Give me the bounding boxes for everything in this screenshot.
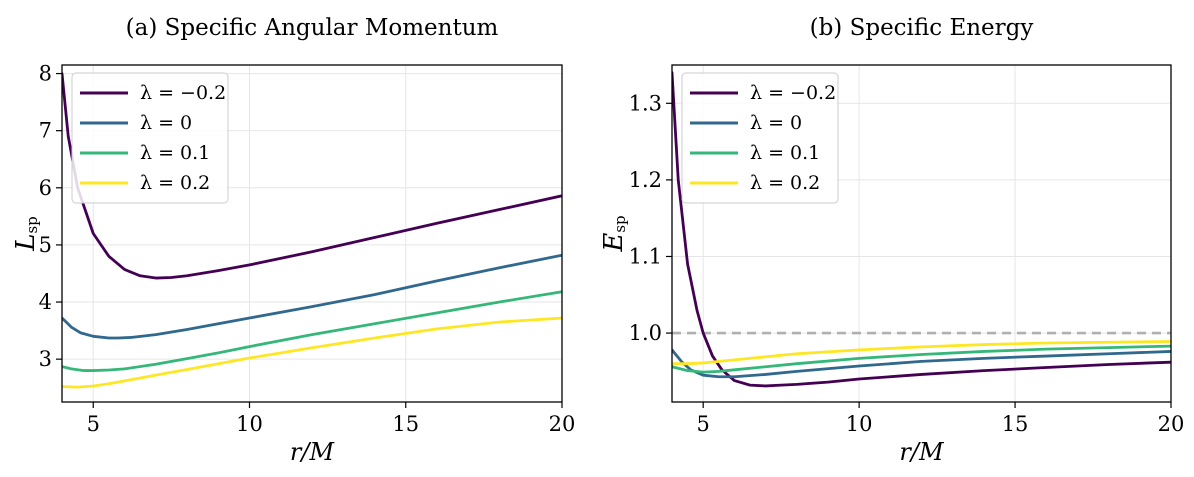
x-tick-label: 15 <box>1002 412 1029 436</box>
x-tick-label: 10 <box>236 412 263 436</box>
x-tick-label: 15 <box>392 412 419 436</box>
x-tick-label: 5 <box>697 412 710 436</box>
x-tick-label: 10 <box>846 412 873 436</box>
legend-box <box>681 72 839 204</box>
legend-label-0: λ = −0.2 <box>140 82 226 104</box>
chart-title: (a) Specific Angular Momentum <box>126 15 499 41</box>
x-tick-label: 20 <box>1158 412 1185 436</box>
plot-frame <box>61 64 563 403</box>
legend-box <box>71 72 229 204</box>
y-tick-label: 4 <box>39 290 52 314</box>
chart-title: (b) Specific Energy <box>810 15 1034 41</box>
chart-panel-0: (a) Specific Angular Momentum 5 10 15 20 3 4 5 6… <box>11 15 575 466</box>
series-line-3 <box>62 316 562 389</box>
chart-panel-1: (b) Specific Energy 5 10 15 20 1.0 1.1 1.2 1.3 r/… <box>599 15 1184 466</box>
series-line-3 <box>672 340 1171 366</box>
y-axis-label-subscript: sp <box>23 216 41 233</box>
legend-label-1: λ = 0 <box>750 112 802 134</box>
legend-label-3: λ = 0.2 <box>140 172 210 194</box>
y-axis-label: Lsp <box>11 216 41 252</box>
series-line-0 <box>672 71 1171 388</box>
x-axis-label: r/M <box>899 438 945 466</box>
x-tick-label: 5 <box>87 412 100 436</box>
series-line-1 <box>62 253 562 340</box>
y-tick-label: 1.3 <box>629 91 662 115</box>
y-axis-label-symbol: E <box>599 233 629 253</box>
legend-label-0: λ = −0.2 <box>750 82 836 104</box>
y-tick-label: 5 <box>39 233 52 257</box>
legend-label-3: λ = 0.2 <box>750 172 820 194</box>
legend-label-2: λ = 0.1 <box>750 142 820 164</box>
y-axis-label-subscript: sp <box>611 215 629 232</box>
plot-frame <box>671 64 1172 403</box>
legend-label-1: λ = 0 <box>140 112 192 134</box>
series-group <box>62 72 562 389</box>
y-axis-label: Esp <box>599 215 629 252</box>
series-line-2 <box>62 290 562 372</box>
series-line-0 <box>62 72 562 280</box>
y-tick-label: 3 <box>39 347 52 371</box>
series-line-2 <box>672 344 1171 374</box>
legend: λ = −0.2 λ = 0 λ = 0.1 λ = 0.2 <box>681 72 839 204</box>
y-tick-label: 1.1 <box>629 244 662 268</box>
legend: λ = −0.2 λ = 0 λ = 0.1 λ = 0.2 <box>71 72 229 204</box>
x-axis-label: r/M <box>290 438 336 466</box>
y-tick-label: 6 <box>39 176 52 200</box>
y-tick-label: 8 <box>39 62 52 86</box>
series-group <box>672 71 1171 388</box>
y-tick-label: 7 <box>39 119 52 143</box>
legend-label-2: λ = 0.1 <box>140 142 210 164</box>
y-axis-label-symbol: L <box>11 234 41 252</box>
y-tick-label: 1.2 <box>629 168 662 192</box>
y-tick-label: 1.0 <box>629 321 662 345</box>
x-tick-label: 20 <box>549 412 576 436</box>
